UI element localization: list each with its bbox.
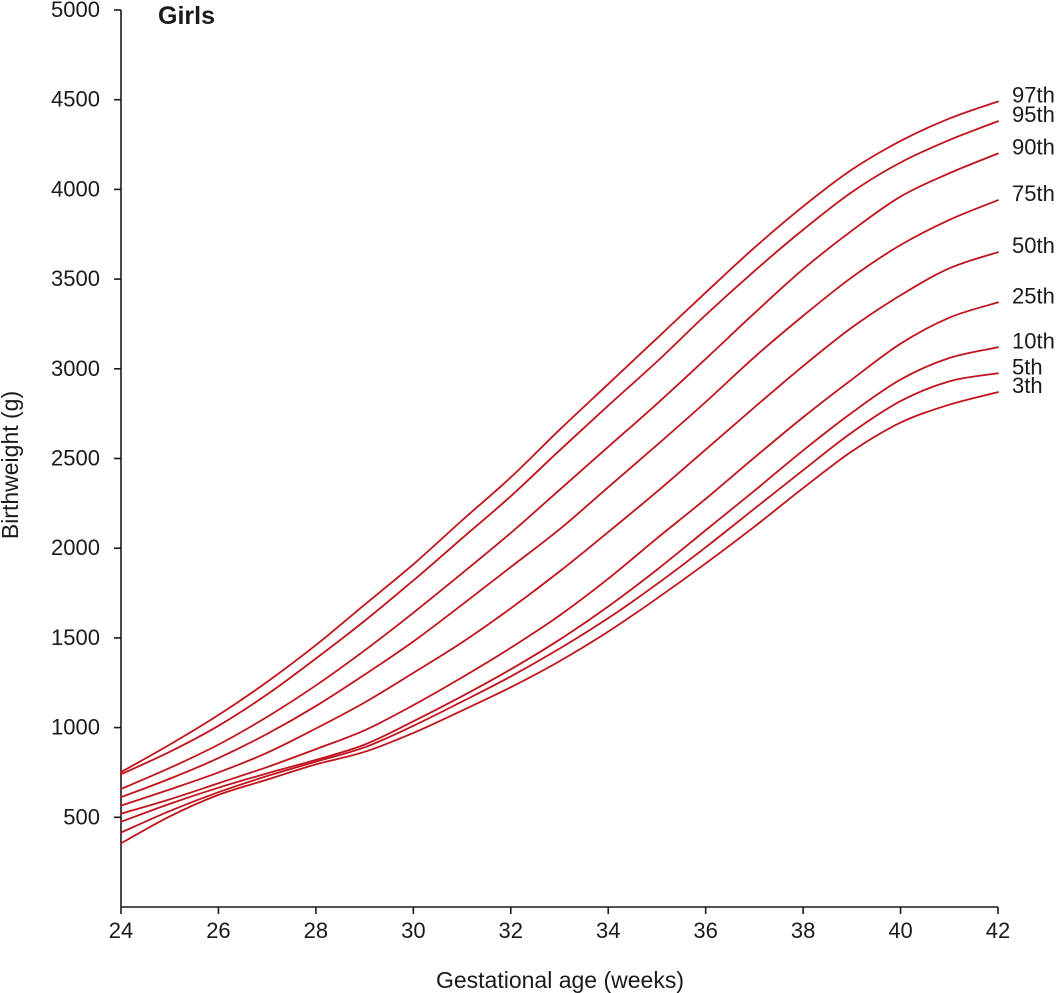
- y-tick-label-1500: 1500: [51, 625, 100, 650]
- x-tick-label-38: 38: [791, 918, 815, 943]
- x-tick-label-40: 40: [888, 918, 912, 943]
- series-label-90th: 90th: [1012, 135, 1055, 160]
- series-line-5th: [120, 372, 999, 834]
- x-tick-label-32: 32: [499, 918, 523, 943]
- x-tick-label-42: 42: [986, 918, 1010, 943]
- series-line-25th: [120, 301, 999, 815]
- x-tick-label-28: 28: [304, 918, 328, 943]
- y-ticks: 500 1000 1500 2000 2500 3000 3500 4000 4500 5000: [51, 0, 121, 829]
- series-label-75th: 75th: [1012, 181, 1055, 206]
- y-tick-label-5000: 5000: [51, 0, 100, 22]
- y-tick-label-4000: 4000: [51, 176, 100, 201]
- x-axis-title: Gestational age (weeks): [436, 967, 684, 993]
- x-tick-label-26: 26: [206, 918, 230, 943]
- y-tick-label-1000: 1000: [51, 715, 100, 740]
- series-label-97th: 97th: [1012, 82, 1055, 107]
- series-label-95th: 95th: [1012, 102, 1055, 127]
- x-tick-label-34: 34: [596, 918, 620, 943]
- series-label-5th: 5th: [1012, 354, 1043, 379]
- y-tick-label-2000: 2000: [51, 535, 100, 560]
- series-lines: [120, 100, 999, 845]
- y-tick-label-3000: 3000: [51, 356, 100, 381]
- y-tick-label-2500: 2500: [51, 446, 100, 471]
- series-label-10th: 10th: [1012, 328, 1055, 353]
- x-tick-label-24: 24: [109, 918, 133, 943]
- series-line-10th: [120, 346, 999, 823]
- series-line-90th: [120, 152, 999, 790]
- x-tick-label-30: 30: [401, 918, 425, 943]
- y-tick-label-3500: 3500: [51, 266, 100, 291]
- series-line-50th: [120, 251, 999, 807]
- series-label-25th: 25th: [1012, 283, 1055, 308]
- series-line-95th: [120, 120, 999, 776]
- x-tick-label-36: 36: [693, 918, 717, 943]
- series-line-97th: [120, 100, 999, 773]
- y-tick-label-4500: 4500: [51, 87, 100, 112]
- series-label-50th: 50th: [1012, 233, 1055, 258]
- series-label-3th: 3th: [1012, 373, 1043, 398]
- chart-title: Girls: [158, 2, 215, 30]
- x-ticks: 24 26 28 30 32 34 36 38 40 42: [109, 907, 1010, 943]
- series-line-75th: [120, 199, 999, 799]
- series-line-3th: [120, 391, 999, 845]
- y-tick-label-500: 500: [63, 804, 100, 829]
- y-axis-title: Birthweight (g): [0, 391, 23, 539]
